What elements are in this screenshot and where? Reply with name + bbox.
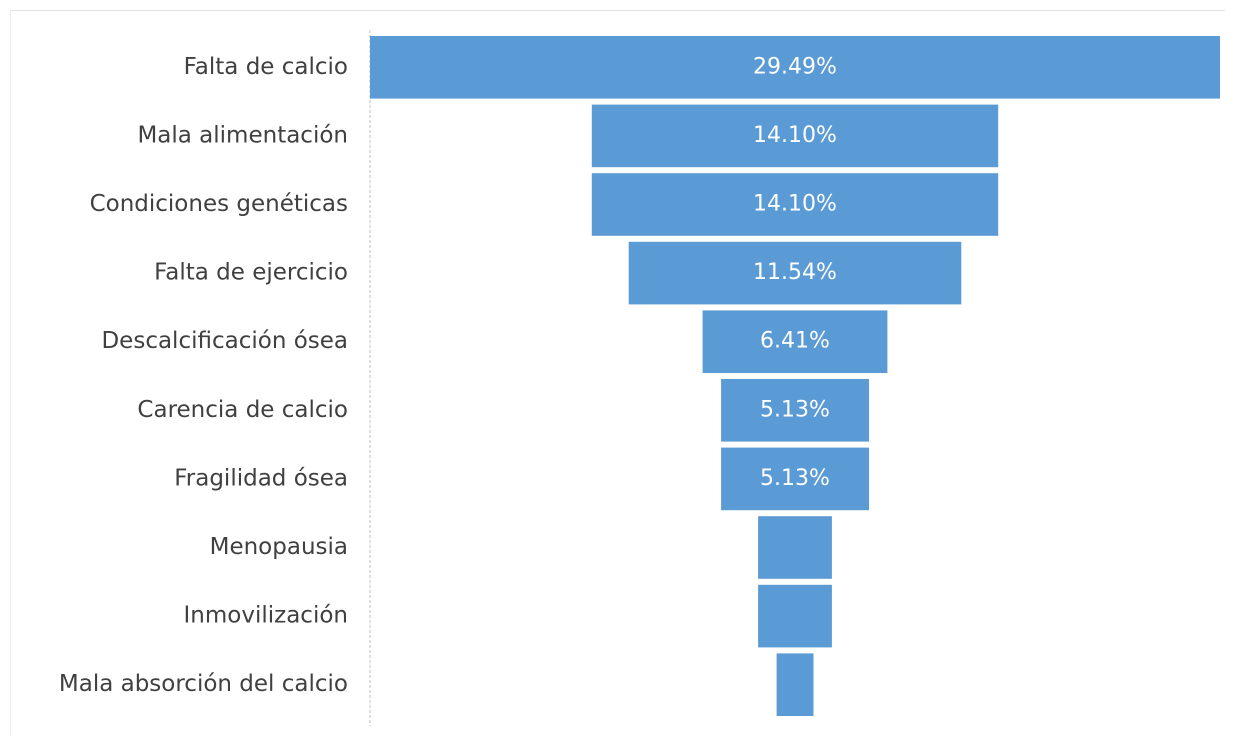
data-label: 6.41% [760, 329, 830, 354]
category-label: Falta de ejercicio [154, 260, 348, 286]
category-label: Menopausia [210, 534, 348, 560]
funnel-bar [721, 379, 869, 442]
data-label: 14.10% [753, 192, 837, 217]
category-label: Mala absorción del calcio [59, 671, 348, 697]
category-labels: Falta de calcio Mala alimentación Condicio… [59, 54, 348, 697]
funnel-bar [758, 516, 832, 579]
funnel-bar [758, 584, 832, 648]
category-label: Descalcificación ósea [101, 328, 348, 354]
data-label: 11.54% [753, 260, 837, 285]
category-label: Inmovilización [184, 603, 348, 629]
bars-layer [370, 36, 1220, 716]
funnel-bar [776, 653, 814, 716]
category-label: Fragilidad ósea [174, 465, 348, 491]
category-label: Falta de calcio [184, 54, 348, 80]
funnel-bar [628, 241, 962, 305]
data-label: 29.49% [753, 54, 837, 79]
category-label: Carencia de calcio [137, 397, 348, 423]
funnel-bar [591, 104, 999, 168]
funnel-bar [591, 173, 999, 236]
data-label: 5.13% [760, 397, 830, 422]
funnel-bar [370, 36, 1220, 99]
funnel-bar [721, 447, 869, 511]
data-labels: 29.49% 14.10% 14.10% 11.54% 6.41% 5.13% 5.13% [753, 54, 837, 491]
data-label: 14.10% [753, 123, 837, 148]
data-label: 5.13% [760, 466, 830, 491]
category-label: Condiciones genéticas [90, 191, 348, 217]
chart-frame [10, 10, 1225, 736]
funnel-bar [702, 310, 888, 373]
category-label: Mala alimentación [137, 122, 348, 148]
